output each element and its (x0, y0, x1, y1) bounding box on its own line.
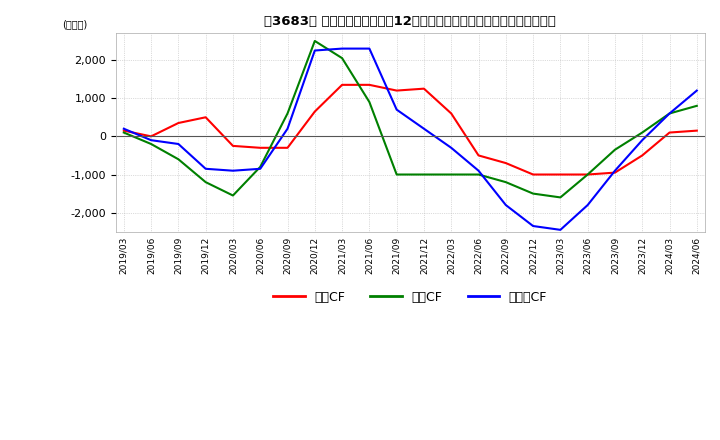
営業CF (528, 172, 537, 177)
営業CF (665, 130, 674, 135)
投賃CF (502, 180, 510, 185)
営業CF (283, 145, 292, 150)
投賃CF (338, 55, 346, 61)
フリーCF (229, 168, 238, 173)
フリーCF (447, 145, 456, 150)
営業CF (174, 121, 183, 126)
投賃CF (120, 130, 128, 135)
投賃CF (583, 172, 592, 177)
フリーCF (420, 126, 428, 132)
投賃CF (256, 164, 264, 169)
投賃CF (365, 99, 374, 105)
投賃CF (611, 147, 619, 152)
投賃CF (528, 191, 537, 196)
フリーCF (665, 111, 674, 116)
Text: (百万円): (百万円) (63, 19, 88, 29)
営業CF (310, 109, 319, 114)
フリーCF (638, 138, 647, 143)
営業CF (583, 172, 592, 177)
Title: 【3683】 キャッシュフローの12か月移動合計の対前年同期増減額の推移: 【3683】 キャッシュフローの12か月移動合計の対前年同期増減額の推移 (264, 15, 557, 28)
投賃CF (638, 130, 647, 135)
フリーCF (528, 224, 537, 229)
フリーCF (147, 138, 156, 143)
投賃CF (665, 111, 674, 116)
営業CF (693, 128, 701, 133)
フリーCF (283, 126, 292, 132)
Line: フリーCF: フリーCF (124, 48, 697, 230)
Line: 営業CF: 営業CF (124, 85, 697, 175)
フリーCF (256, 166, 264, 172)
フリーCF (556, 227, 564, 232)
フリーCF (338, 46, 346, 51)
営業CF (638, 153, 647, 158)
営業CF (229, 143, 238, 149)
営業CF (611, 170, 619, 175)
フリーCF (502, 202, 510, 208)
営業CF (556, 172, 564, 177)
フリーCF (310, 48, 319, 53)
営業CF (338, 82, 346, 88)
営業CF (147, 134, 156, 139)
投賃CF (283, 111, 292, 116)
営業CF (502, 161, 510, 166)
フリーCF (693, 88, 701, 93)
フリーCF (611, 168, 619, 173)
営業CF (392, 88, 401, 93)
投賃CF (392, 172, 401, 177)
投賃CF (693, 103, 701, 109)
営業CF (474, 153, 483, 158)
フリーCF (392, 107, 401, 112)
投賃CF (229, 193, 238, 198)
Legend: 営業CF, 投賃CF, フリーCF: 営業CF, 投賃CF, フリーCF (269, 286, 552, 309)
投賃CF (556, 195, 564, 200)
投賃CF (447, 172, 456, 177)
投賃CF (174, 157, 183, 162)
投賃CF (202, 180, 210, 185)
投賃CF (147, 141, 156, 147)
フリーCF (174, 141, 183, 147)
投賃CF (420, 172, 428, 177)
フリーCF (365, 46, 374, 51)
投賃CF (310, 38, 319, 44)
営業CF (120, 128, 128, 133)
投賃CF (474, 172, 483, 177)
Line: 投賃CF: 投賃CF (124, 41, 697, 198)
フリーCF (474, 168, 483, 173)
営業CF (256, 145, 264, 150)
営業CF (420, 86, 428, 92)
フリーCF (583, 202, 592, 208)
フリーCF (202, 166, 210, 172)
フリーCF (120, 126, 128, 132)
営業CF (447, 111, 456, 116)
営業CF (202, 115, 210, 120)
営業CF (365, 82, 374, 88)
